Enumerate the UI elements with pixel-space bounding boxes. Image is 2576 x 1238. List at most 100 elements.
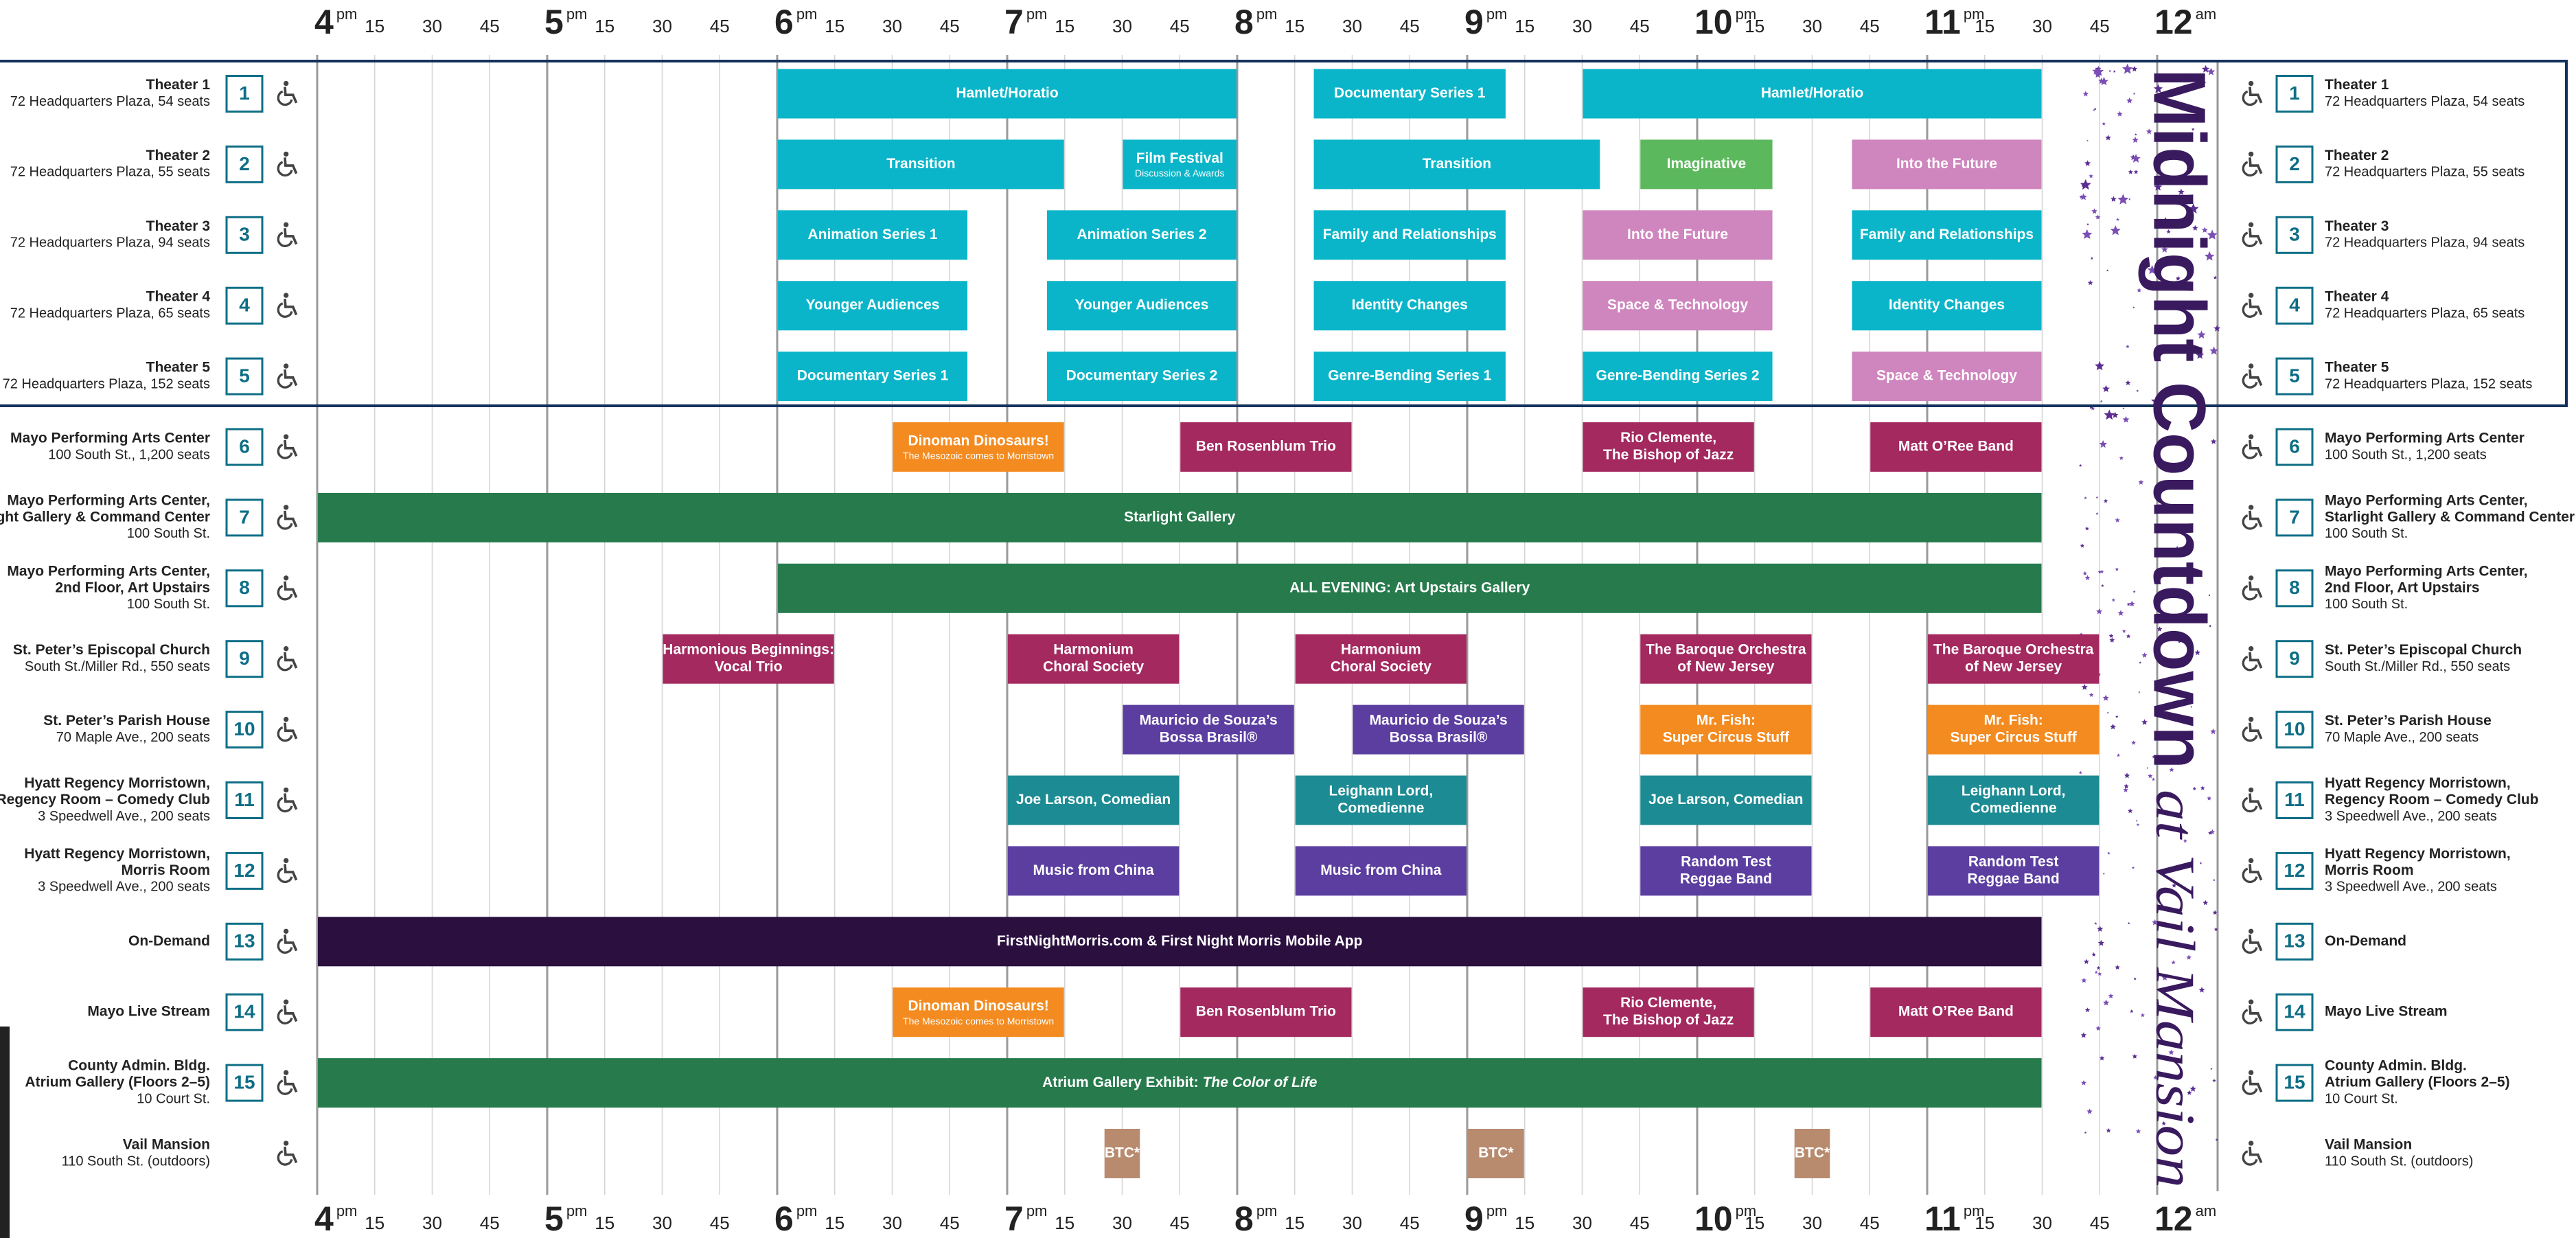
event-block[interactable] xyxy=(1583,69,2042,119)
event-block[interactable] xyxy=(1640,846,1812,896)
venue-number: 4 xyxy=(239,295,250,316)
star xyxy=(2197,330,2206,339)
event-block[interactable] xyxy=(1640,704,1812,755)
hour-suffix: pm xyxy=(336,1202,358,1219)
event-block[interactable] xyxy=(778,69,1237,119)
venue-name: Mayo Performing Arts Center, xyxy=(2325,563,2528,579)
minute-label: 30 xyxy=(1802,1213,1822,1233)
star xyxy=(2127,921,2130,925)
event-block[interactable] xyxy=(1353,704,1524,755)
hour-suffix: pm xyxy=(336,5,358,23)
event-block[interactable] xyxy=(318,917,2042,967)
event-block[interactable] xyxy=(318,1058,2042,1108)
venue-number: 11 xyxy=(234,789,255,810)
event-block[interactable] xyxy=(1468,1129,1524,1178)
event-label: Imaginative xyxy=(1667,156,1747,172)
event-block[interactable] xyxy=(1852,210,2042,260)
star xyxy=(2174,1058,2181,1064)
venue-number-box xyxy=(225,498,264,537)
event-block[interactable] xyxy=(1313,139,1600,190)
event-block[interactable] xyxy=(778,210,968,260)
star xyxy=(2095,496,2098,498)
event-label: The Bishop of Jazz xyxy=(1603,1012,1734,1028)
event-block[interactable] xyxy=(1295,846,1467,896)
event-block[interactable] xyxy=(1928,846,2100,896)
star xyxy=(2115,517,2120,523)
event-block[interactable] xyxy=(1313,281,1506,331)
event-block[interactable] xyxy=(663,634,834,684)
star xyxy=(2152,755,2157,759)
venue-name: Theater 4 xyxy=(146,289,211,305)
event-block[interactable] xyxy=(1928,634,2100,684)
event-block[interactable] xyxy=(1046,352,1237,402)
minute-label: 30 xyxy=(1112,16,1132,36)
event-block[interactable] xyxy=(893,987,1064,1038)
minute-label: 30 xyxy=(2032,16,2052,36)
event-block[interactable] xyxy=(1583,210,1773,260)
accessible-icon xyxy=(2242,645,2263,672)
venue-number: 6 xyxy=(2289,435,2300,457)
event-block[interactable] xyxy=(1870,422,2042,472)
event-block[interactable] xyxy=(1870,987,2042,1038)
event-block[interactable] xyxy=(1104,1129,1140,1178)
star xyxy=(2117,194,2129,205)
event-block[interactable] xyxy=(778,563,2042,613)
event-label: Matt O’Ree Band xyxy=(1898,1004,2014,1020)
star xyxy=(2106,1127,2111,1133)
event-block[interactable] xyxy=(1295,775,1467,825)
star xyxy=(2097,570,2102,574)
star xyxy=(2161,246,2168,253)
event-block[interactable] xyxy=(1313,352,1506,402)
event-block[interactable] xyxy=(1794,1129,1830,1178)
subtitle: at Vail Mansion xyxy=(2145,790,2205,1188)
event-block[interactable] xyxy=(1046,210,1237,260)
venue-number-box xyxy=(225,781,264,819)
event-block[interactable] xyxy=(1852,352,2042,402)
event-block[interactable] xyxy=(1046,281,1237,331)
event-block[interactable] xyxy=(778,139,1064,190)
venue-name: Vail Mansion xyxy=(2325,1137,2412,1153)
accessible-icon xyxy=(277,221,298,248)
event-block[interactable] xyxy=(1008,634,1180,684)
event-block[interactable] xyxy=(1123,139,1237,190)
event-block[interactable] xyxy=(1640,634,1812,684)
hour-suffix: pm xyxy=(566,5,588,23)
event-block[interactable] xyxy=(1180,987,1352,1038)
event-block[interactable] xyxy=(1180,422,1352,472)
star xyxy=(2080,543,2085,548)
venue-number: 10 xyxy=(233,718,255,740)
event-block[interactable] xyxy=(1583,281,1773,331)
star xyxy=(2110,723,2116,730)
venue-number: 3 xyxy=(2289,224,2300,245)
star xyxy=(2089,174,2093,179)
event-block[interactable] xyxy=(1123,704,1294,755)
venue-number: 13 xyxy=(2284,930,2305,952)
event-block[interactable] xyxy=(778,352,968,402)
event-block[interactable] xyxy=(893,422,1064,472)
hour-suffix: pm xyxy=(1026,1202,1048,1219)
star xyxy=(2091,952,2096,956)
event-block[interactable] xyxy=(1640,139,1773,190)
event-block[interactable] xyxy=(1583,422,1754,472)
event-block[interactable] xyxy=(1928,775,2100,825)
event-block[interactable] xyxy=(1852,139,2042,190)
event-block[interactable] xyxy=(1313,210,1506,260)
star xyxy=(2196,351,2205,359)
event-block[interactable] xyxy=(1640,775,1812,825)
event-block[interactable] xyxy=(778,281,968,331)
event-block[interactable] xyxy=(318,492,2042,542)
event-block[interactable] xyxy=(1313,69,1506,119)
minute-label: 45 xyxy=(1630,1213,1650,1233)
event-block[interactable] xyxy=(1928,704,2100,755)
event-block[interactable] xyxy=(1583,987,1754,1038)
venue-address: 100 South St. xyxy=(2325,597,2408,612)
event-block[interactable] xyxy=(1008,775,1180,825)
star xyxy=(2131,154,2141,163)
minute-label: 15 xyxy=(825,16,844,36)
event-block[interactable] xyxy=(1852,281,2042,331)
event-block[interactable] xyxy=(1295,634,1467,684)
event-block[interactable] xyxy=(1583,352,1773,402)
star xyxy=(2200,786,2205,790)
event-block[interactable] xyxy=(1008,846,1180,896)
venue-address: 72 Headquarters Plaza, 54 seats xyxy=(10,94,210,109)
